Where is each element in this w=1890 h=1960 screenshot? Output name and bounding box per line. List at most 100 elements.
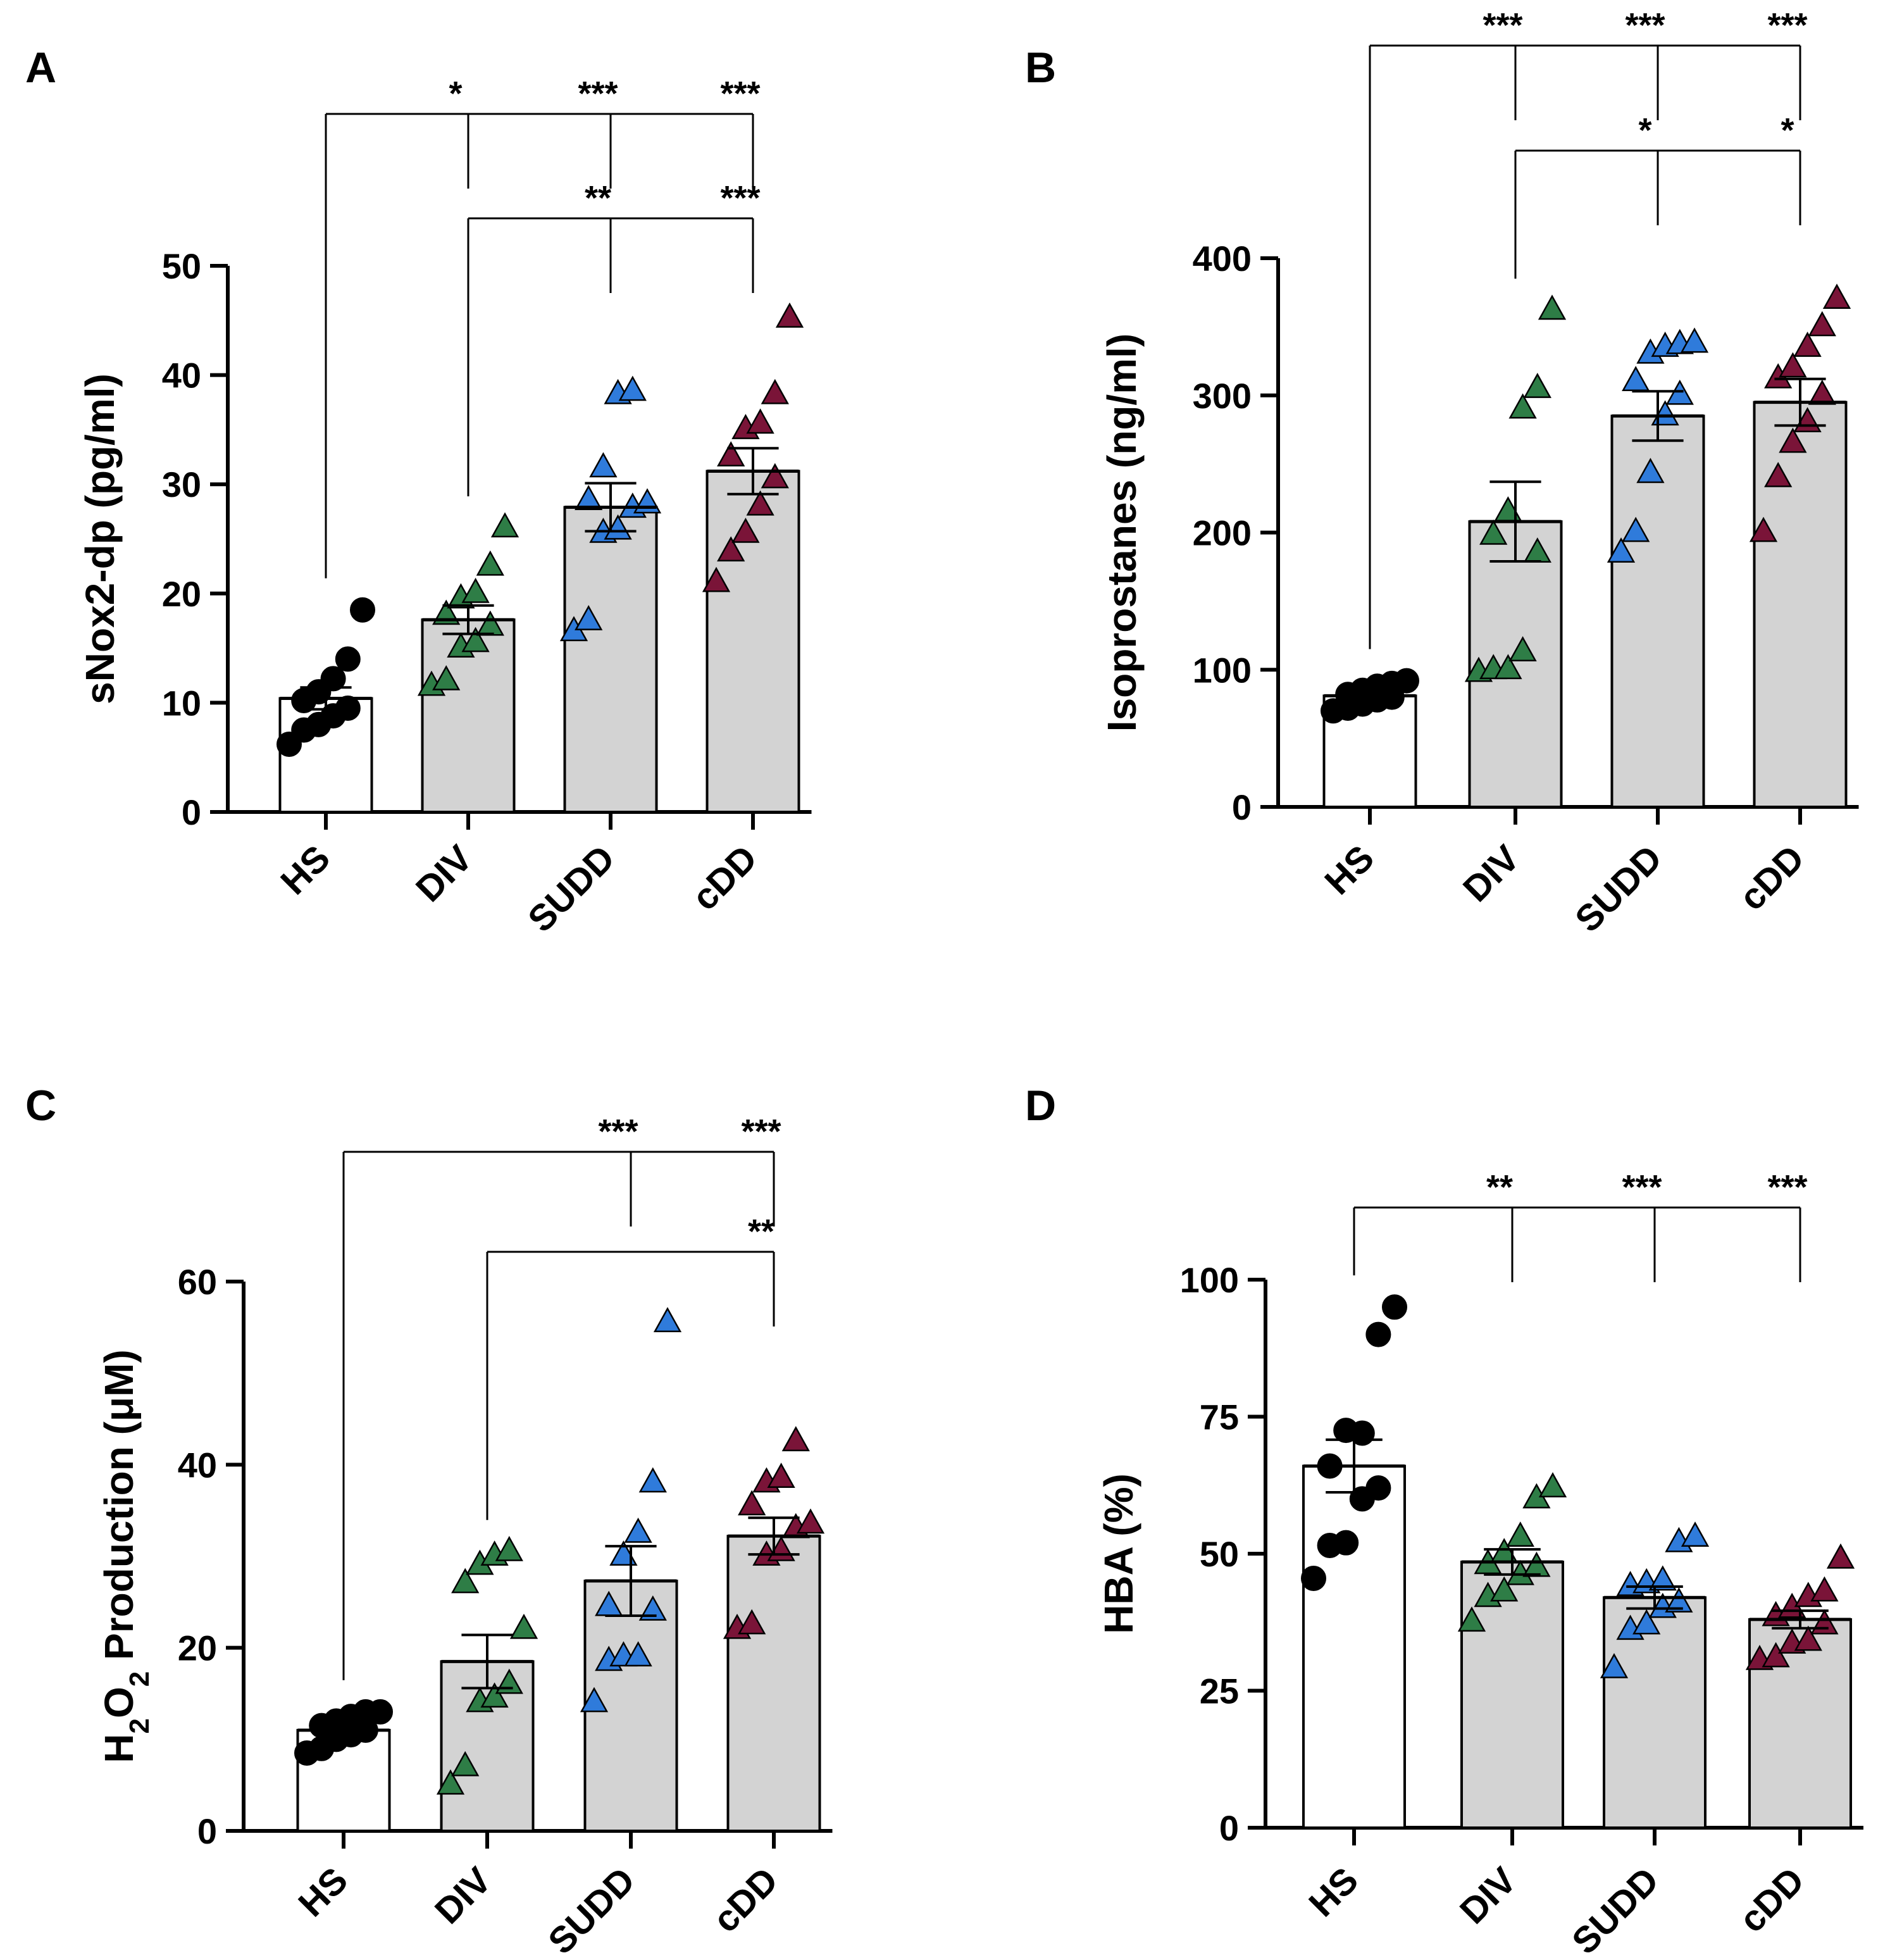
significance-stars: ***	[741, 1113, 781, 1151]
y-tick-label: 300	[1193, 376, 1252, 416]
data-point-div	[461, 627, 490, 652]
x-tick-label-hs: HS	[273, 837, 338, 902]
y-axis-label: sNox2-dp (pg/ml)	[77, 373, 123, 704]
data-point-div	[451, 1751, 480, 1776]
bar-div	[1468, 520, 1563, 808]
chart-panel-b: B 0 100 200 300 400 Isoprostanes (ng/ml) HS DIV S…	[1025, 6, 1859, 940]
data-point-sudd	[1622, 516, 1650, 542]
x-tick-label-cdd: cDD	[1731, 837, 1812, 918]
data-point-sudd	[1600, 1652, 1629, 1678]
data-point-hs	[335, 646, 361, 672]
data-point-hs	[1394, 668, 1419, 694]
data-point-hs	[1365, 1475, 1391, 1501]
data-point-cdd	[1808, 311, 1836, 337]
data-point-hs	[320, 666, 346, 692]
panel-letter: B	[1025, 44, 1056, 92]
data-point-div	[1506, 1521, 1534, 1547]
data-point-cdd	[1779, 427, 1807, 453]
significance-stars: ***	[720, 179, 760, 217]
significance-stars: *	[1781, 111, 1794, 149]
data-point-cdd	[746, 490, 774, 516]
data-point-cdd	[731, 517, 760, 543]
data-point-sudd	[1681, 1521, 1710, 1547]
data-point-sudd	[1622, 366, 1650, 392]
x-tick-label-cdd: cDD	[705, 1859, 786, 1940]
data-point-sudd	[1665, 379, 1694, 405]
data-point-sudd	[575, 485, 603, 511]
panel-letter: D	[1025, 1082, 1056, 1130]
x-tick-label-cdd: cDD	[684, 837, 765, 918]
data-point-hs	[1382, 1294, 1407, 1320]
data-point-cdd	[1822, 284, 1851, 309]
y-tick-label: 0	[182, 792, 201, 832]
data-point-sudd	[618, 375, 647, 401]
y-tick-label: 50	[1200, 1534, 1239, 1574]
y-tick-label: 100	[1180, 1260, 1239, 1300]
data-point-cdd	[796, 1508, 825, 1534]
x-tick-label-hs: HS	[1317, 837, 1382, 902]
significance-stars: **	[1486, 1168, 1513, 1206]
data-point-cdd	[775, 302, 804, 328]
y-tick-label: 40	[162, 356, 201, 396]
y-tick-label: 25	[1200, 1671, 1239, 1711]
data-point-div	[1508, 393, 1537, 419]
panel-letter: A	[25, 44, 56, 92]
y-tick-label: 200	[1193, 513, 1252, 553]
data-point-sudd	[1636, 458, 1665, 484]
data-point-div	[476, 550, 504, 576]
significance-stars: ***	[578, 75, 618, 113]
data-point-sudd	[1648, 1565, 1677, 1591]
y-axis-label: Isoprostanes (ng/ml)	[1099, 334, 1145, 732]
x-tick-label-hs: HS	[1301, 1859, 1366, 1925]
data-point-cdd	[717, 536, 745, 562]
data-point-sudd	[653, 1307, 682, 1333]
data-point-cdd	[1794, 1625, 1822, 1651]
bar-sudd	[563, 506, 658, 813]
significance-stars: ***	[1767, 6, 1807, 44]
bar-div	[1460, 1560, 1564, 1829]
data-point-div	[1538, 294, 1567, 320]
bar-cdd	[1753, 401, 1848, 808]
data-point-cdd	[1779, 352, 1807, 378]
data-point-cdd	[1793, 331, 1822, 357]
data-point-cdd	[1749, 516, 1778, 542]
bar-cdd	[706, 470, 800, 813]
data-point-cdd	[761, 463, 789, 489]
data-point-sudd	[1680, 327, 1709, 353]
data-point-cdd	[1762, 1642, 1790, 1668]
data-point-div	[1508, 636, 1537, 662]
data-point-sudd	[1651, 400, 1679, 426]
data-point-sudd	[1632, 1609, 1661, 1635]
data-point-sudd	[1665, 1587, 1693, 1613]
y-axis-label: H2O2 Production (μM)	[96, 1349, 155, 1763]
data-point-cdd	[761, 378, 789, 404]
data-point-cdd	[738, 1609, 766, 1635]
data-point-div	[1490, 1576, 1519, 1602]
y-axis-label-part: Isoprostanes (ng/ml)	[1099, 334, 1145, 732]
data-point-hs	[350, 597, 375, 623]
significance-stars: ***	[1622, 1168, 1662, 1206]
significance-stars: *	[449, 75, 462, 113]
y-axis-label-part: sNox2-dp (pg/ml)	[77, 373, 123, 704]
data-point-sudd	[638, 1595, 667, 1621]
y-axis-label-part: 2	[124, 1718, 155, 1733]
data-point-sudd	[638, 1467, 667, 1493]
data-point-sudd	[589, 452, 618, 478]
data-point-div	[495, 1535, 523, 1561]
data-point-cdd	[1826, 1543, 1855, 1569]
y-axis-label-part: HBA (%)	[1096, 1473, 1141, 1634]
x-tick-label-div: DIV	[408, 837, 481, 910]
chart-panel-a: A 0 10 20 30 40 50 sNox2-dp (pg/ml) HS DIV SUDD cDD…	[25, 44, 812, 940]
y-tick-label: 40	[178, 1445, 217, 1485]
y-tick-label: 0	[1219, 1808, 1239, 1848]
data-point-div	[490, 512, 519, 538]
y-axis-label-part: μ	[96, 1397, 142, 1421]
significance-stars: ***	[720, 75, 760, 113]
data-point-div	[432, 665, 461, 690]
y-tick-label: 30	[162, 465, 201, 504]
bar-hs	[1302, 1464, 1406, 1829]
data-point-hs	[1333, 1530, 1359, 1556]
panel-letter: C	[25, 1082, 56, 1130]
